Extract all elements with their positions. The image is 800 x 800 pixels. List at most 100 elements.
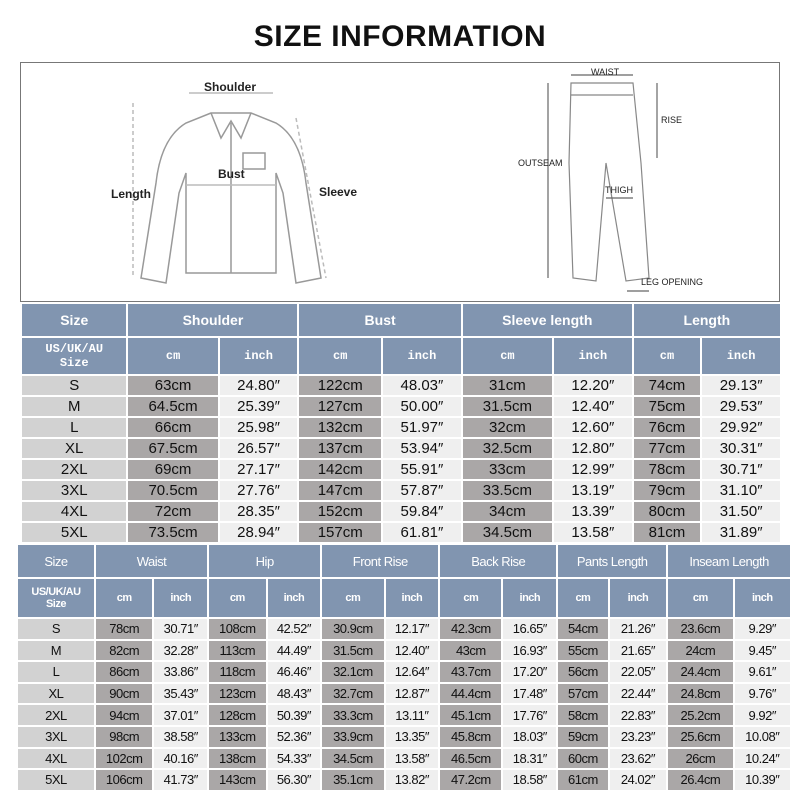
size-cell: 4XL xyxy=(22,502,127,521)
inch-cell: 57.87″ xyxy=(383,481,461,500)
cm-cell: 74cm xyxy=(633,376,701,395)
inch-cell: 30.71″ xyxy=(702,460,780,479)
unit-inch-header: inch xyxy=(154,579,208,617)
cm-cell: 138cm xyxy=(209,748,266,769)
cm-cell: 70.5cm xyxy=(128,481,218,500)
cm-cell: 67.5cm xyxy=(128,439,218,458)
size-cell: 3XL xyxy=(22,481,127,500)
cm-cell: 80cm xyxy=(633,502,701,521)
cm-cell: 118cm xyxy=(209,662,266,682)
cm-cell: 23.6cm xyxy=(668,619,733,639)
cm-cell: 152cm xyxy=(299,502,382,521)
inch-cell: 9.76″ xyxy=(734,683,790,704)
cm-cell: 42.3cm xyxy=(440,619,502,639)
group-header: Bust xyxy=(299,304,461,336)
inch-cell: 12.17″ xyxy=(385,619,439,639)
size-cell: 5XL xyxy=(18,770,94,790)
cm-cell: 86cm xyxy=(95,662,153,682)
size-cell: XL xyxy=(18,683,94,704)
size-header: Size xyxy=(22,304,127,336)
bottom-size-table: Size Waist Hip Front Rise Back Rise Pants Len… xyxy=(16,543,792,792)
cm-cell: 56cm xyxy=(558,662,608,682)
inch-cell: 12.40″ xyxy=(554,397,632,416)
table-row: XL 90cm 35.43″ 123cm 48.43″ 32.7cm 12.87″ 44.4c… xyxy=(18,683,790,704)
garment-illustrations xyxy=(132,74,658,292)
inch-cell: 13.11″ xyxy=(385,705,439,725)
inch-cell: 10.39″ xyxy=(734,770,790,790)
group-header: Front Rise xyxy=(322,545,439,577)
inch-cell: 30.71″ xyxy=(154,619,208,639)
cm-cell: 57cm xyxy=(558,683,608,704)
table-row: M 64.5cm 25.39″ 127cm 50.00″ 31.5cm 12.40″ 75cm… xyxy=(22,397,780,416)
table-row: L 86cm 33.86″ 118cm 46.46″ 32.1cm 12.64″ 43.7cm… xyxy=(18,662,790,682)
cm-cell: 66cm xyxy=(128,418,218,437)
cm-cell: 34.5cm xyxy=(462,523,552,542)
inch-cell: 26.57″ xyxy=(219,439,298,458)
inch-cell: 28.35″ xyxy=(219,502,298,521)
table-row: S 63cm 24.80″ 122cm 48.03″ 31cm 12.20″ 74cm 29.1… xyxy=(22,376,780,395)
cm-cell: 79cm xyxy=(633,481,701,500)
shirt-illustration xyxy=(132,92,327,284)
inch-cell: 24.80″ xyxy=(219,376,298,395)
cm-cell: 47.2cm xyxy=(440,770,502,790)
unit-inch-header: inch xyxy=(383,338,461,374)
inch-cell: 9.45″ xyxy=(734,640,790,661)
unit-inch-header: inch xyxy=(609,579,667,617)
table-row: 5XL 73.5cm 28.94″ 157cm 61.81″ 34.5cm 13.58″ 81… xyxy=(22,523,780,542)
inch-cell: 13.35″ xyxy=(385,726,439,747)
inch-cell: 17.20″ xyxy=(503,662,557,682)
cm-cell: 128cm xyxy=(209,705,266,725)
cm-cell: 108cm xyxy=(209,619,266,639)
waist-label: WAIST xyxy=(591,67,620,77)
cm-cell: 73.5cm xyxy=(128,523,218,542)
cm-cell: 30.9cm xyxy=(322,619,384,639)
inch-cell: 13.82″ xyxy=(385,770,439,790)
cm-cell: 122cm xyxy=(299,376,382,395)
size-cell: 2XL xyxy=(18,705,94,725)
unit-cm-header: cm xyxy=(209,579,266,617)
cm-cell: 106cm xyxy=(95,770,153,790)
size-system-header: US/UK/AU Size xyxy=(18,579,94,617)
page-title: SIZE INFORMATION xyxy=(253,20,547,53)
size-cell: L xyxy=(22,418,127,437)
unit-cm-header: cm xyxy=(462,338,552,374)
cm-cell: 142cm xyxy=(299,460,382,479)
length-label: Length xyxy=(111,187,151,201)
cm-cell: 102cm xyxy=(95,748,153,769)
cm-cell: 123cm xyxy=(209,683,266,704)
thigh-label: THIGH xyxy=(605,185,633,195)
inch-cell: 55.91″ xyxy=(383,460,461,479)
unit-cm-header: cm xyxy=(322,579,384,617)
inch-cell: 12.80″ xyxy=(554,439,632,458)
cm-cell: 59cm xyxy=(558,726,608,747)
inch-cell: 18.31″ xyxy=(503,748,557,769)
table-row: 2XL 94cm 37.01″ 128cm 50.39″ 33.3cm 13.11″ 45.1… xyxy=(18,705,790,725)
cm-cell: 46.5cm xyxy=(440,748,502,769)
size-cell: 5XL xyxy=(22,523,127,542)
group-header: Length xyxy=(633,304,780,336)
cm-cell: 34.5cm xyxy=(322,748,384,769)
group-header: Hip xyxy=(209,545,321,577)
cm-cell: 132cm xyxy=(299,418,382,437)
inch-cell: 37.01″ xyxy=(154,705,208,725)
cm-cell: 43.7cm xyxy=(440,662,502,682)
rise-label: RISE xyxy=(661,115,683,125)
table-row: S 78cm 30.71″ 108cm 42.52″ 30.9cm 12.17″ 42.3cm… xyxy=(18,619,790,639)
inch-cell: 22.44″ xyxy=(609,683,667,704)
cm-cell: 78cm xyxy=(95,619,153,639)
cm-cell: 69cm xyxy=(128,460,218,479)
inch-cell: 30.31″ xyxy=(702,439,780,458)
unit-inch-header: inch xyxy=(503,579,557,617)
inch-cell: 12.64″ xyxy=(385,662,439,682)
cm-cell: 32.5cm xyxy=(462,439,552,458)
inch-cell: 13.39″ xyxy=(554,502,632,521)
inch-cell: 12.87″ xyxy=(385,683,439,704)
inch-cell: 23.23″ xyxy=(609,726,667,747)
inch-cell: 13.19″ xyxy=(554,481,632,500)
inch-cell: 13.58″ xyxy=(385,748,439,769)
inch-cell: 25.98″ xyxy=(219,418,298,437)
unit-inch-header: inch xyxy=(385,579,439,617)
unit-inch-header: inch xyxy=(734,579,790,617)
leg-opening-label: LEG OPENING xyxy=(641,277,704,287)
table-row: 4XL 72cm 28.35″ 152cm 59.84″ 34cm 13.39″ 80cm 31… xyxy=(22,502,780,521)
